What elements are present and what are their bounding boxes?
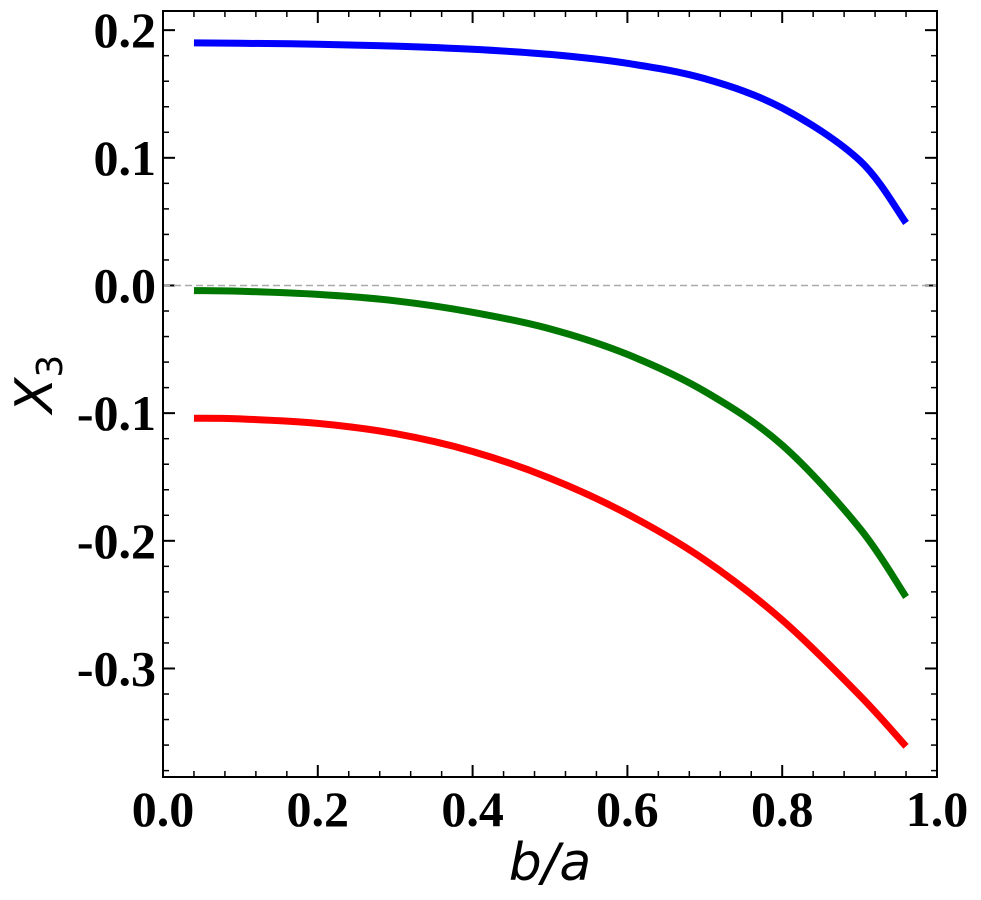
y-axis-title-group: X3 [5,355,71,417]
series-line-2 [193,287,909,599]
x-tick-label: 0.8 [751,781,814,837]
x-tick-label: 1.0 [906,781,969,837]
plot-frame [162,10,938,778]
x-tick-label: 0.0 [132,781,195,837]
series-line-1 [193,39,909,226]
y-tick-label: -0.1 [77,385,156,441]
x-axis-title: b/a [509,833,591,893]
minor-ticks [163,11,937,777]
y-tick-label: -0.2 [77,513,156,569]
series-group [193,39,909,749]
y-tick-label: -0.3 [77,640,156,696]
y-tick-label: 0.2 [94,2,157,58]
x-tick-label: 0.2 [287,781,350,837]
x-tick-label: 0.6 [596,781,659,837]
y-axis-title-main: X [5,376,65,416]
x-tick-label: 0.4 [441,781,504,837]
y-axis-title: X3 [5,355,71,417]
major-ticks [162,11,938,777]
x-tick-labels: 0.0 0.2 0.4 0.6 0.8 1.0 [132,781,969,837]
y-tick-labels: 0.2 0.1 0.0 -0.1 -0.2 -0.3 [77,2,156,696]
y-tick-label: 0.1 [94,130,157,186]
series-line-3 [193,414,909,749]
y-axis-title-subscript: 3 [30,355,71,378]
y-tick-label: 0.0 [94,257,157,313]
